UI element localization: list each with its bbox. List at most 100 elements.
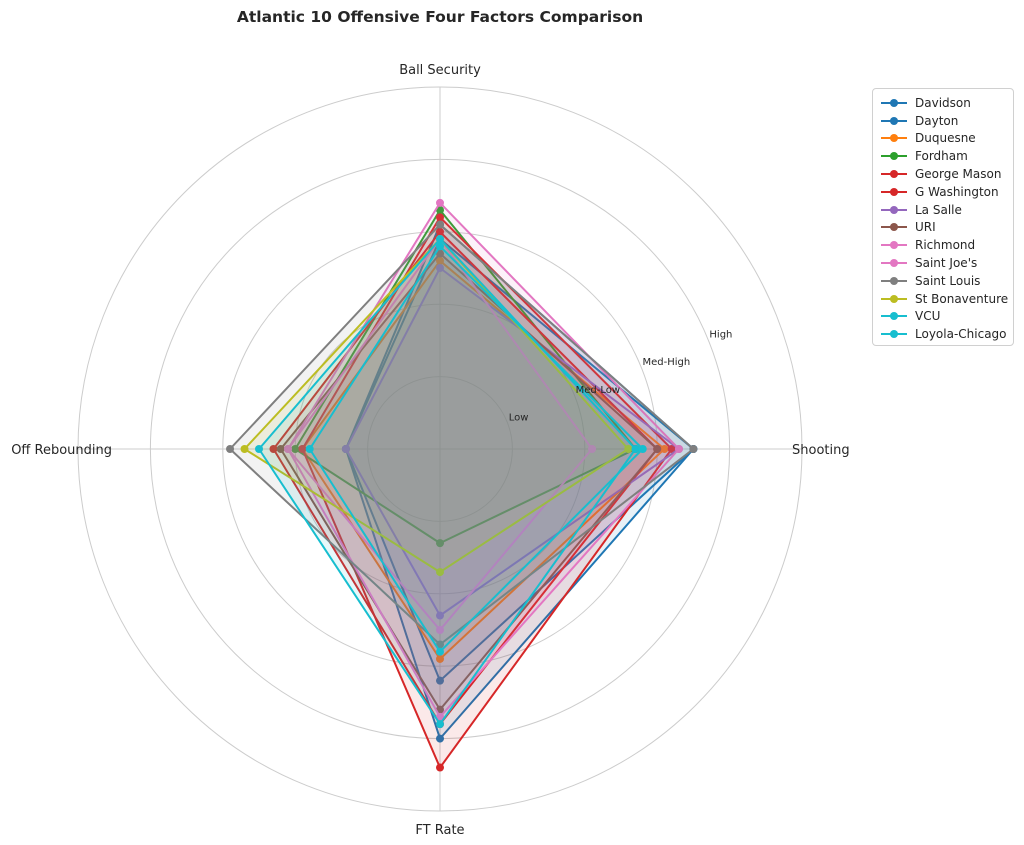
series-area <box>345 239 694 739</box>
series-point <box>255 445 263 453</box>
legend-label: G Washington <box>915 184 999 199</box>
legend-label: Duquesne <box>915 131 976 146</box>
series-area <box>280 253 658 710</box>
legend-item: Dayton <box>881 112 1013 130</box>
series-point <box>689 445 698 453</box>
legend-label: St Bonaventure <box>915 291 1009 306</box>
legend-item: Saint Joe's <box>881 254 1013 272</box>
legend: Davidson Dayton Duquesne Fordham George Maso… <box>872 88 1014 346</box>
series-point <box>436 227 444 236</box>
legend-item: URI <box>881 219 1013 237</box>
series-point <box>660 445 669 453</box>
series-point <box>674 445 683 453</box>
series-point <box>436 734 444 743</box>
legend-swatch <box>881 170 907 179</box>
legend-swatch <box>881 276 907 285</box>
radar-series <box>226 198 698 772</box>
legend-label: VCU <box>915 309 941 324</box>
series-point <box>269 445 278 453</box>
series-point <box>436 213 444 222</box>
series-point <box>436 712 444 721</box>
series-point <box>240 445 249 453</box>
series-point <box>631 445 640 453</box>
legend-item: Saint Louis <box>881 272 1013 290</box>
legend-label: La Salle <box>915 202 962 217</box>
series-area <box>244 239 629 573</box>
axis-label: Ball Security <box>399 63 481 78</box>
legend-swatch <box>881 312 907 321</box>
legend-item: G Washington <box>881 183 1013 201</box>
series-point <box>436 220 444 229</box>
ring-label: Med-High <box>643 357 691 368</box>
legend-swatch <box>881 98 907 107</box>
series-point <box>667 445 676 453</box>
ring-label: Med-Low <box>576 385 620 396</box>
series-point <box>305 445 314 453</box>
legend-item: Loyola-Chicago <box>881 325 1013 343</box>
series-point <box>283 445 292 453</box>
series-point <box>291 445 300 453</box>
legend-swatch <box>881 259 907 268</box>
legend-swatch <box>881 205 907 214</box>
series-point <box>436 206 444 215</box>
legend-swatch <box>881 223 907 232</box>
series-area <box>345 268 679 616</box>
series-point <box>298 445 307 453</box>
series-point <box>341 445 350 453</box>
series-point <box>436 611 444 620</box>
legend-item: Duquesne <box>881 130 1013 148</box>
legend-swatch <box>881 294 907 303</box>
series-point <box>638 445 647 453</box>
series-point <box>588 445 597 453</box>
legend-item: VCU <box>881 308 1013 326</box>
legend-swatch <box>881 241 907 250</box>
series-area <box>295 210 636 544</box>
legend-label: Davidson <box>915 95 971 110</box>
legend-label: Fordham <box>915 149 968 164</box>
axis-label: Shooting <box>792 443 850 458</box>
legend-label: Saint Joe's <box>915 256 978 271</box>
legend-swatch <box>881 187 907 196</box>
legend-label: Saint Louis <box>915 273 981 288</box>
legend-item: Fordham <box>881 147 1013 165</box>
legend-label: George Mason <box>915 167 1002 182</box>
series-point <box>436 249 444 258</box>
axis-label: Off Rebounding <box>11 443 112 458</box>
series-point <box>436 720 444 729</box>
legend-swatch <box>881 134 907 143</box>
series-point <box>436 235 444 244</box>
series-point <box>653 445 662 453</box>
legend-item: George Mason <box>881 165 1013 183</box>
legend-item: Richmond <box>881 236 1013 254</box>
ring-label: Low <box>509 413 529 424</box>
series-point <box>436 626 444 634</box>
legend-item: Davidson <box>881 94 1013 112</box>
legend-swatch <box>881 116 907 125</box>
series-point <box>436 264 444 272</box>
series-point <box>436 256 444 265</box>
series-point <box>436 539 444 548</box>
series-point <box>436 242 444 251</box>
series-point <box>276 445 285 453</box>
series-point <box>436 676 444 685</box>
legend-label: Dayton <box>915 113 959 128</box>
axis-label: FT Rate <box>415 823 464 838</box>
legend-item: La Salle <box>881 201 1013 219</box>
series-point <box>436 763 444 772</box>
series-point <box>436 198 444 207</box>
series-area <box>259 239 636 725</box>
series-point <box>624 445 633 453</box>
series-point <box>436 654 444 663</box>
series-point <box>436 568 444 577</box>
ring-label: High <box>709 329 732 340</box>
legend-label: URI <box>915 220 936 235</box>
series-area <box>230 224 694 645</box>
series-point <box>436 640 444 649</box>
series-point <box>436 647 444 656</box>
legend-label: Loyola-Chicago <box>915 327 1007 342</box>
legend-item: St Bonaventure <box>881 290 1013 308</box>
chart-title: Atlantic 10 Offensive Four Factors Compa… <box>237 8 643 26</box>
series-point <box>226 445 235 453</box>
legend-swatch <box>881 152 907 161</box>
